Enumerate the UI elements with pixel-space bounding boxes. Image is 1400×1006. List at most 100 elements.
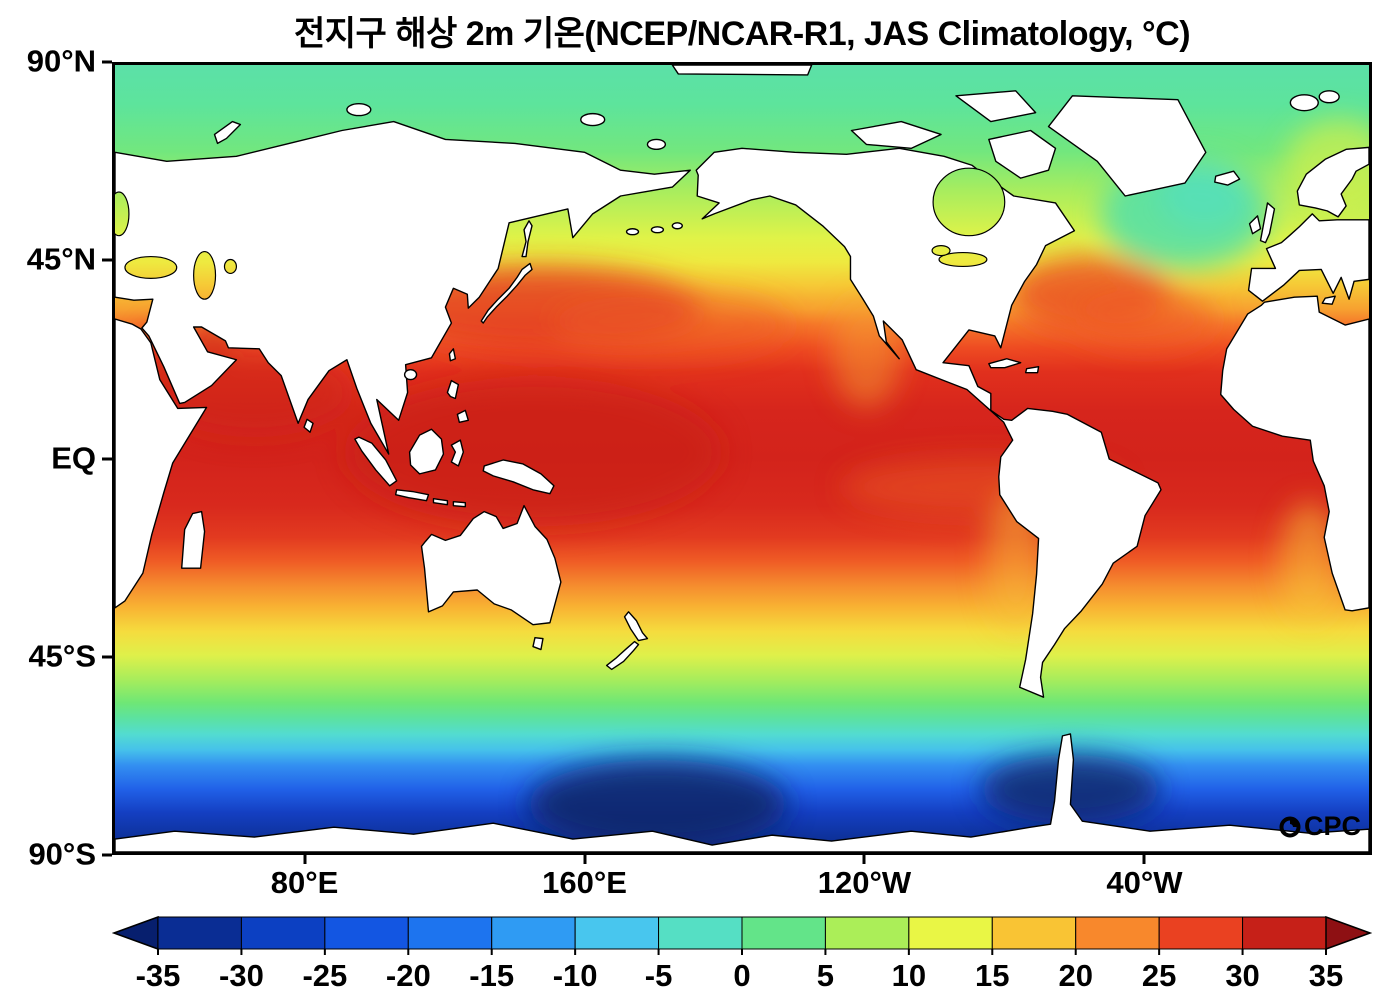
island-greenland — [1047, 95, 1207, 197]
island-aleutian-3 — [671, 222, 683, 230]
colorbar-tick-label: 5 — [816, 958, 835, 993]
y-axis: 90°N 45°N EQ 45°S 90°S — [0, 43, 112, 871]
landmass-scandinavia — [1296, 146, 1369, 218]
x-tick-mark — [303, 855, 307, 864]
island-ireland — [1248, 215, 1262, 235]
island-japan — [480, 262, 533, 324]
colorbar-tick-label: 10 — [891, 958, 927, 993]
colorbar-tick-label: 25 — [1141, 958, 1177, 993]
island-hispaniola — [1024, 366, 1040, 374]
colorbar-tick-label: 0 — [733, 958, 751, 993]
island-sri-lanka — [303, 418, 314, 433]
sea-caspian — [193, 250, 217, 300]
cpc-logo: CPC — [1278, 811, 1361, 842]
island-luzon — [446, 379, 460, 400]
arctic-data-gap — [671, 65, 813, 76]
sea-hudson-bay — [932, 167, 1006, 237]
island-sumatra — [354, 436, 398, 487]
landmass-europe — [1247, 213, 1369, 302]
x-axis: 80°E 160°E 120°W 40°W — [112, 855, 1372, 901]
x-tick-label: 40°W — [1106, 865, 1183, 900]
island-svalbard — [1289, 94, 1319, 112]
island-hainan — [403, 368, 418, 381]
colorbar-tick-label: -30 — [219, 958, 264, 993]
x-tick-label: 80°E — [270, 865, 339, 900]
landmass-madagascar — [180, 510, 206, 569]
island-aleutian-1 — [625, 228, 640, 236]
island-great-britain — [1259, 202, 1276, 244]
cpc-logo-icon — [1279, 816, 1301, 837]
colorbar-tick-label: -35 — [135, 958, 181, 993]
x-tick-label: 120°W — [817, 865, 912, 900]
island-severnaya-zemlya — [346, 103, 372, 117]
y-tick-mark — [102, 655, 112, 659]
island-nz-north — [623, 611, 649, 642]
sea-black-sea — [124, 255, 178, 279]
island-nz-south — [605, 640, 640, 671]
island-tasmania — [532, 636, 544, 651]
landmass-africa-west — [1220, 295, 1369, 612]
y-tick-mark — [102, 60, 112, 64]
x-tick-mark — [583, 855, 586, 864]
island-sicily — [1321, 295, 1336, 305]
island-sulawesi — [450, 439, 465, 467]
colorbar-tick-label: -20 — [385, 958, 431, 993]
colorbar-tick-label: -25 — [302, 958, 348, 993]
island-novaya-zemlya — [213, 120, 242, 145]
colorbar-tick-label: 30 — [1225, 958, 1260, 993]
y-tick-mark — [102, 853, 112, 857]
island-victoria — [850, 120, 942, 150]
island-java — [394, 489, 430, 502]
y-tick-label: 45°S — [28, 638, 96, 674]
landmass-africa-east — [115, 318, 208, 609]
cpc-logo-text: CPC — [1303, 811, 1361, 841]
x-tick-mark — [1142, 855, 1146, 864]
colorbar-tick-label: -15 — [469, 958, 515, 993]
island-cuba — [988, 358, 1022, 369]
island-new-guinea — [482, 459, 555, 495]
world-temperature-map: CPC — [112, 62, 1372, 855]
island-svalbard-2 — [1318, 90, 1340, 104]
lake-superior — [931, 245, 951, 257]
colorbar-tick-label: -5 — [644, 958, 673, 993]
island-ellesmere — [955, 90, 1037, 123]
colorbar-tick-label: -10 — [552, 958, 598, 993]
y-tick-label: EQ — [51, 439, 96, 475]
chart-title: 전지구 해상 2m 기온(NCEP/NCAR-R1, JAS Climatolo… — [293, 15, 1191, 53]
inland-seas-layer — [115, 167, 1006, 300]
landmass-eurasia — [115, 120, 691, 455]
island-mindanao — [456, 409, 470, 423]
y-tick-label: 90°N — [26, 43, 96, 79]
colorbar-tick-label: 15 — [975, 958, 1010, 993]
island-new-siberian — [580, 112, 606, 127]
colorbar — [111, 915, 1373, 956]
colorbar-tick-label: 35 — [1308, 958, 1344, 993]
map-canvas — [115, 65, 1369, 852]
y-tick-label: 90°S — [28, 836, 96, 872]
island-iceland — [1214, 170, 1241, 186]
sea-baltic — [115, 191, 130, 237]
island-sakhalin — [521, 220, 533, 258]
colorbar-labels: -35 -30 -25 -20 -15 -10 -5 0 5 10 15 20 25 30 35 — [136, 952, 1344, 998]
island-lesser-sunda — [432, 497, 449, 506]
x-tick-label: 160°E — [542, 865, 627, 900]
landmass-australia — [420, 504, 562, 626]
island-borneo — [408, 428, 445, 475]
y-tick-mark — [102, 457, 112, 460]
landmass-antarctica — [115, 733, 1369, 852]
colorbar-tick-label: 20 — [1058, 958, 1093, 993]
y-tick-label: 45°N — [26, 241, 96, 277]
landmass-americas — [695, 147, 1162, 698]
island-aleutian-2 — [650, 226, 665, 234]
sea-aral — [223, 258, 238, 275]
island-timor — [452, 500, 467, 508]
island-baffin — [988, 129, 1057, 179]
x-tick-mark — [862, 855, 866, 864]
lake-great-lakes — [938, 251, 988, 268]
y-tick-mark — [102, 258, 112, 262]
colorbar-svg — [111, 915, 1373, 955]
island-wrangel — [646, 138, 667, 151]
land-layer — [115, 65, 1369, 852]
island-taiwan — [448, 348, 457, 362]
